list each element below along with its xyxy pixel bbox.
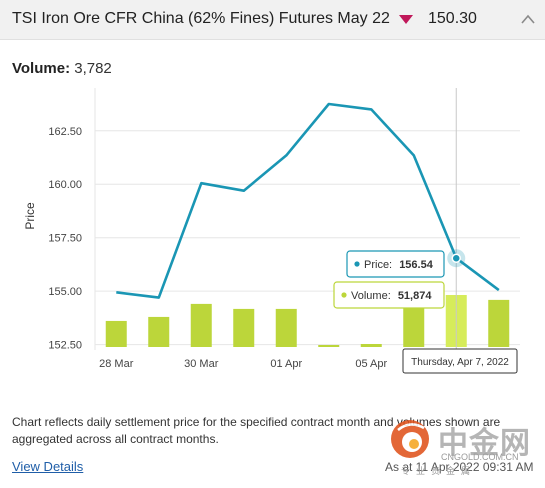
y-tick-label: 162.50 [48,126,82,138]
contract-title: TSI Iron Ore CFR China (62% Fines) Futur… [12,10,390,27]
as-at-timestamp: As at 11 Apr 2022 09:31 AM [385,460,534,474]
x-tick-label: 28 Mar [99,358,134,370]
x-tick-label: 01 Apr [270,358,302,370]
volume-value: 3,782 [74,60,112,77]
price-volume-chart[interactable]: 152.50 155.00 157.50 160.00 162.50 Price 28 … [0,80,545,380]
svg-text:Price: 156.54: Price: 156.54 [364,259,434,271]
triangle-down-icon [399,15,413,24]
chevron-up-icon[interactable] [521,13,535,25]
volume-bar [403,300,425,347]
last-price: 150.30 [428,10,477,27]
volume-tooltip: Volume: 51,874 [333,281,445,309]
volume-label: Volume: [12,60,71,77]
volume-bar [105,320,127,347]
hover-point [451,253,461,263]
chart-footnote: Chart reflects daily settlement price fo… [12,415,501,446]
tooltip-volume-value: 51,874 [398,290,433,302]
y-tick-label: 152.50 [48,340,82,352]
watermark-text: 中金网 [438,426,531,461]
y-tick-label: 157.50 [48,233,82,245]
volume-summary: Volume: 3,782 [12,60,112,77]
price-series-line [116,102,500,299]
tooltip-date: Thursday, Apr 7, 2022 [411,357,509,368]
watermark-domain: CNGOLD.COM.CN [441,452,519,462]
view-details-link[interactable]: View Details [12,459,84,474]
y-tick-label: 160.00 [48,179,82,191]
quote-header: TSI Iron Ore CFR China (62% Fines) Futur… [0,0,545,40]
x-tick-label: 05 Apr [355,358,387,370]
tooltip-price-value: 156.54 [399,259,434,271]
tooltip-volume-label: Volume: [351,290,391,302]
volume-bar [148,316,170,347]
y-axis-title: Price [23,202,37,230]
svg-text:Volume: 51,874: Volume: 51,874 [351,290,432,302]
x-tick-label: 30 Mar [184,358,219,370]
volume-bar [360,343,382,347]
y-tick-label: 155.00 [48,286,82,298]
price-tooltip: Price: 156.54 [346,250,445,278]
tooltip-price-label: Price: [364,259,392,271]
volume-bar [233,308,255,347]
date-tooltip: Thursday, Apr 7, 2022 [402,348,518,374]
volume-bar [190,303,212,347]
watermark-tagline: 专业贵金属 [401,466,477,476]
volume-bar [488,299,510,347]
volume-bar [318,344,340,347]
volume-bar [275,308,297,347]
watermark-logo [391,420,429,458]
